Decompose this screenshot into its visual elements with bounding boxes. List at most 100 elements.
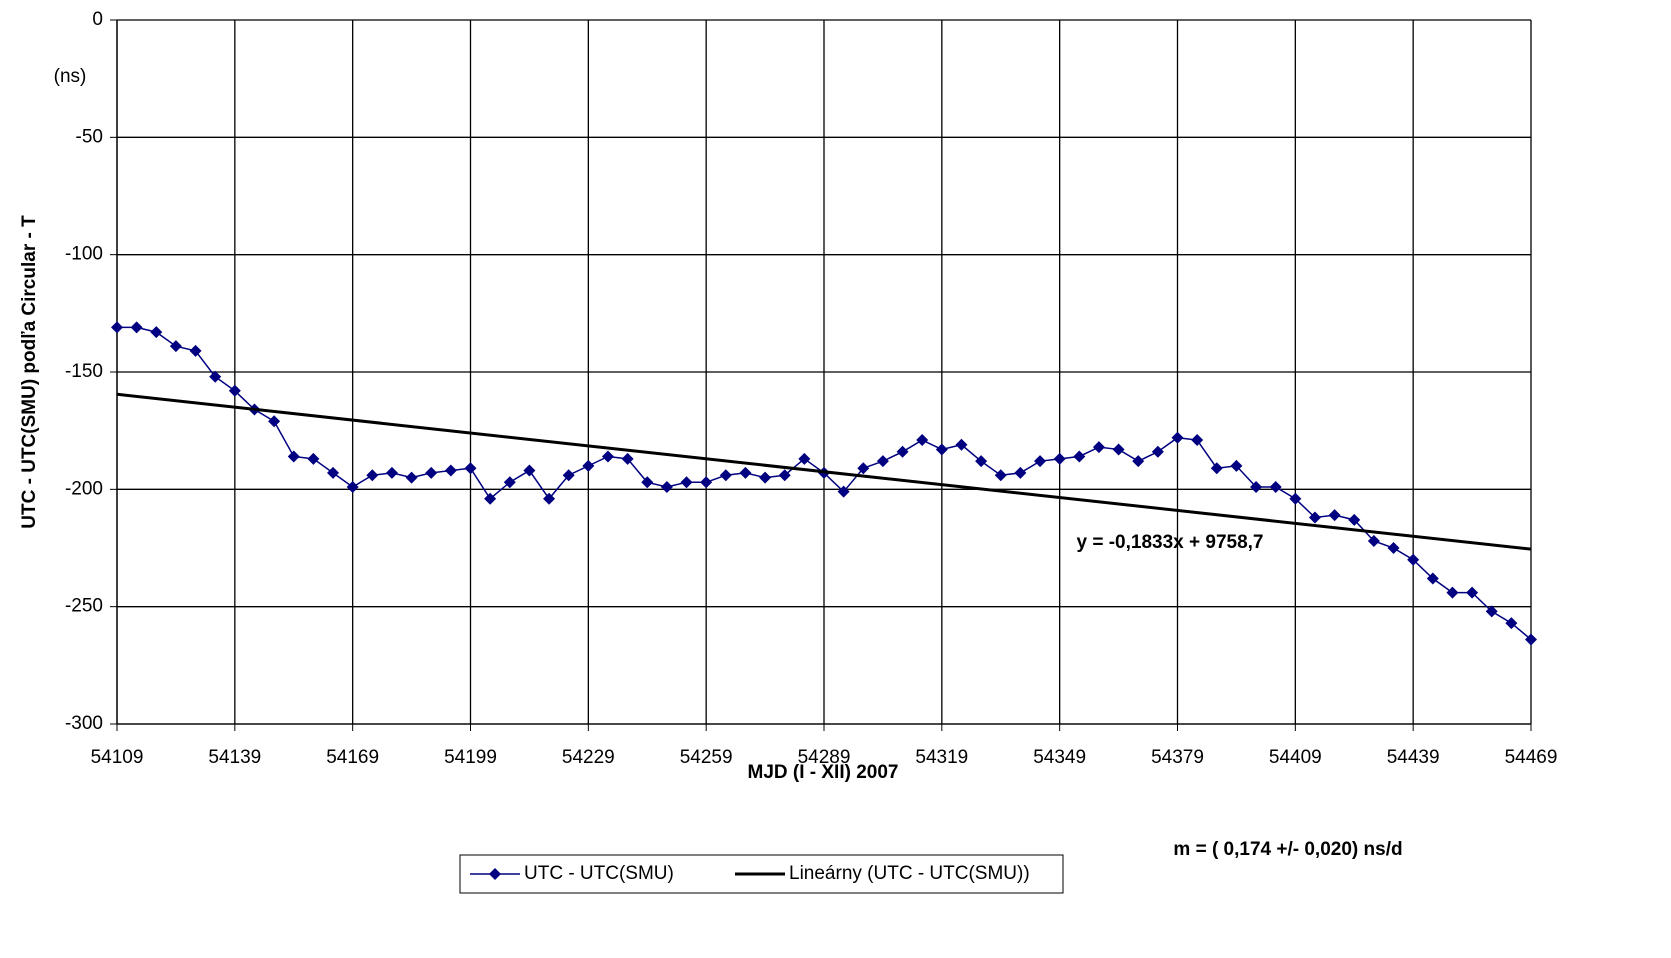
point — [680, 476, 693, 489]
point — [1250, 480, 1263, 493]
x-tick-label: 54289 — [798, 747, 851, 768]
point — [130, 321, 143, 334]
point — [1289, 492, 1302, 505]
y-tick-label: -200 — [65, 478, 103, 499]
x-axis-label: MJD (I - XII) 2007 — [748, 762, 899, 783]
point — [228, 384, 241, 397]
point — [111, 321, 123, 334]
point — [1426, 572, 1439, 585]
y-tick-label: -300 — [65, 713, 103, 734]
point — [287, 450, 300, 463]
x-tick-label: 54409 — [1269, 747, 1322, 768]
point — [1073, 450, 1086, 463]
trend-line — [116, 392, 1532, 551]
y-tick-label: -50 — [76, 126, 103, 147]
x-tick-label: 54379 — [1151, 747, 1204, 768]
point — [582, 459, 595, 472]
point — [1171, 431, 1184, 444]
point — [1485, 605, 1498, 618]
point — [1092, 441, 1105, 454]
point — [1014, 466, 1027, 479]
point — [1112, 443, 1125, 456]
point — [1525, 633, 1537, 646]
point — [621, 452, 634, 465]
point — [503, 476, 516, 489]
legend-label: Lineárny (UTC - UTC(SMU)) — [789, 863, 1030, 884]
point — [798, 452, 811, 465]
point — [1466, 586, 1479, 599]
point — [189, 344, 202, 357]
point — [1210, 462, 1223, 475]
point — [523, 464, 536, 477]
point — [209, 370, 222, 383]
point — [1328, 509, 1341, 522]
slope-note: m = ( 0,174 +/- 0,020) ns/d — [1173, 839, 1402, 860]
x-tick-label: 54259 — [680, 747, 733, 768]
y-tick-label: -100 — [65, 244, 103, 265]
point — [366, 469, 379, 482]
point — [935, 443, 948, 456]
point — [1367, 534, 1380, 547]
y-tick-label: 0 — [92, 9, 103, 30]
legend-marker — [489, 868, 501, 880]
point — [1505, 617, 1518, 630]
x-tick-label: 54199 — [444, 747, 497, 768]
point — [837, 485, 850, 498]
point — [975, 455, 988, 468]
point — [896, 445, 909, 458]
point — [150, 326, 163, 339]
x-tick-label: 54169 — [326, 747, 379, 768]
point — [1132, 455, 1145, 468]
x-tick-label: 54109 — [91, 747, 144, 768]
point — [1387, 542, 1400, 554]
point — [346, 480, 359, 493]
point — [425, 466, 438, 479]
point — [1446, 586, 1459, 599]
point — [876, 455, 889, 468]
trend-equation: y = -0,1833x + 9758,7 — [1077, 532, 1264, 553]
point — [1348, 513, 1361, 526]
point — [601, 450, 614, 463]
point — [1034, 455, 1047, 468]
point — [857, 462, 870, 475]
point — [562, 469, 575, 482]
point — [719, 469, 732, 482]
point — [1269, 480, 1282, 493]
point — [169, 340, 182, 353]
point — [1191, 434, 1204, 447]
y-tick-label: -250 — [65, 596, 103, 617]
unit-label: (ns) — [54, 66, 87, 87]
point — [1407, 553, 1420, 566]
x-tick-label: 54349 — [1033, 747, 1086, 768]
point — [1151, 445, 1164, 458]
point — [1230, 459, 1243, 472]
x-tick-label: 54439 — [1387, 747, 1440, 768]
x-tick-label: 54229 — [562, 747, 615, 768]
point — [327, 466, 340, 479]
point — [444, 464, 457, 477]
point — [464, 462, 477, 475]
point — [660, 480, 673, 493]
point — [405, 471, 418, 484]
point — [700, 476, 713, 489]
point — [641, 476, 654, 489]
point — [759, 471, 772, 484]
x-tick-label: 54469 — [1505, 747, 1558, 768]
legend-label: UTC - UTC(SMU) — [524, 863, 674, 884]
point — [307, 452, 320, 465]
point — [955, 438, 968, 451]
x-tick-label: 54139 — [208, 747, 261, 768]
y-axis-label: UTC - UTC(SMU) podľa Circular - T — [19, 215, 40, 529]
x-tick-label: 54319 — [915, 747, 968, 768]
y-tick-label: -150 — [65, 361, 103, 382]
point — [778, 469, 791, 482]
point — [484, 492, 497, 505]
point — [268, 415, 281, 428]
point — [739, 466, 752, 479]
point — [1053, 452, 1066, 465]
point — [1308, 511, 1321, 524]
point — [994, 469, 1007, 482]
point — [916, 434, 929, 447]
point — [543, 492, 556, 505]
